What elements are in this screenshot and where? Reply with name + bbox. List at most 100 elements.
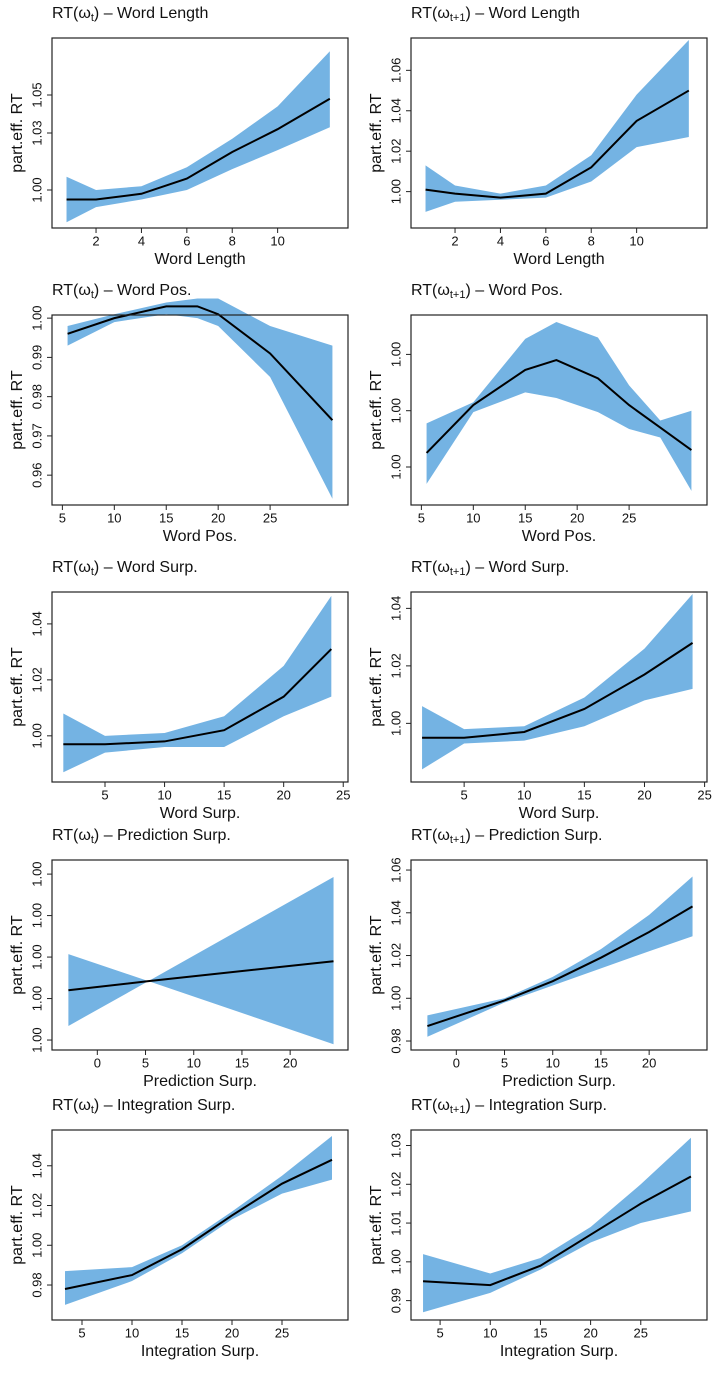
x-tick-label: 25 xyxy=(275,1325,289,1340)
panel: RT(ωt) – Word Length 2 4 6 8 10 1.00 1.03 1.05 Wo… xyxy=(9,5,349,268)
y-tick-label: 1.04 xyxy=(388,98,403,123)
y-tick-label: 0.98 xyxy=(29,384,44,409)
x-tick-label: 20 xyxy=(570,510,584,525)
x-tick-label: 10 xyxy=(186,1055,200,1070)
panel: RT(ωt) – Word Pos. 5 10 15 20 25 0.96 0.97 0.98 0… xyxy=(9,282,349,545)
plot-frame xyxy=(410,37,708,229)
confidence-band xyxy=(65,1135,332,1305)
x-tick-label: 10 xyxy=(517,787,531,802)
x-tick-label: 0 xyxy=(453,1055,460,1070)
y-tick-label: 1.00 xyxy=(29,1027,44,1052)
x-tick-label: 10 xyxy=(107,510,121,525)
confidence-band xyxy=(422,594,693,770)
x-tick-label: 25 xyxy=(697,787,711,802)
x-axis-label: Word Pos. xyxy=(522,528,596,545)
y-tick-label: 1.00 xyxy=(388,398,403,423)
title-subscript: t+1 xyxy=(450,834,466,846)
confidence-band xyxy=(427,876,693,1037)
y-tick-label: 1.02 xyxy=(29,667,44,692)
y-axis-label: part.eff. RT xyxy=(368,647,385,727)
panel-title: RT(ωt+1) – Word Length xyxy=(411,5,580,24)
x-tick-label: 20 xyxy=(283,1055,297,1070)
y-tick-label: 0.98 xyxy=(29,1272,44,1297)
y-tick-label: 1.05 xyxy=(29,82,44,107)
x-tick-label: 20 xyxy=(211,510,225,525)
title-suffix: ) – Prediction Surp. xyxy=(94,827,231,844)
y-tick-label: 1.00 xyxy=(29,723,44,748)
title-suffix: ) – Integration Surp. xyxy=(94,1097,235,1114)
panel: RT(ωt+1) – Integration Surp. 5 10 15 20 25 0.9… xyxy=(368,1097,708,1360)
title-prefix: RT(ω xyxy=(411,282,450,299)
x-tick-label: 20 xyxy=(583,1325,597,1340)
panel-title: RT(ωt) – Integration Surp. xyxy=(52,1097,235,1116)
x-tick-label: 25 xyxy=(622,510,636,525)
panel-title: RT(ωt+1) – Word Pos. xyxy=(411,282,563,301)
title-subscript: t xyxy=(91,834,94,846)
confidence-band xyxy=(423,1137,691,1313)
panel-title: RT(ωt+1) – Prediction Surp. xyxy=(411,827,602,846)
title-prefix: RT(ω xyxy=(52,5,91,22)
y-tick-label: 1.00 xyxy=(388,986,403,1011)
title-suffix: ) – Word Surp. xyxy=(94,559,198,576)
y-tick-label: 1.00 xyxy=(29,177,44,202)
y-tick-label: 1.00 xyxy=(29,903,44,928)
confidence-band xyxy=(68,877,334,1045)
x-tick-label: 15 xyxy=(533,1325,547,1340)
confidence-band xyxy=(66,51,330,223)
confidence-band xyxy=(426,322,692,491)
title-prefix: RT(ω xyxy=(411,559,450,576)
x-tick-label: 10 xyxy=(483,1325,497,1340)
x-tick-label: 20 xyxy=(225,1325,239,1340)
x-tick-label: 0 xyxy=(94,1055,101,1070)
panel: RT(ωt+1) – Word Surp. 5 10 15 20 25 1.00 1.02 1.… xyxy=(368,559,712,822)
x-axis-label: Integration Surp. xyxy=(141,1343,259,1360)
x-tick-label: 10 xyxy=(270,233,284,248)
x-tick-label: 10 xyxy=(125,1325,139,1340)
x-tick-label: 5 xyxy=(501,1055,508,1070)
y-tick-label: 1.02 xyxy=(29,1193,44,1218)
panel-title: RT(ωt+1) – Word Surp. xyxy=(411,559,569,578)
y-tick-label: 1.01 xyxy=(388,1210,403,1235)
panel-title: RT(ωt) – Prediction Surp. xyxy=(52,827,231,846)
y-tick-label: 0.99 xyxy=(29,345,44,370)
panel-title: RT(ωt) – Word Surp. xyxy=(52,559,198,578)
plot-frame xyxy=(410,314,708,506)
plot-frame xyxy=(410,1129,708,1321)
y-tick-label: 1.00 xyxy=(388,711,403,736)
x-tick-label: 5 xyxy=(461,787,468,802)
title-subscript: t+1 xyxy=(450,12,466,24)
y-tick-label: 1.00 xyxy=(29,305,44,330)
x-tick-label: 5 xyxy=(59,510,66,525)
x-tick-label: 15 xyxy=(235,1055,249,1070)
panel: RT(ωt+1) – Word Pos. 5 10 15 20 25 1.00 1.00 1.0… xyxy=(368,282,708,545)
effect-line xyxy=(67,305,334,421)
x-tick-label: 20 xyxy=(642,1055,656,1070)
panel: RT(ωt) – Integration Surp. 5 10 15 20 25 0.98 1… xyxy=(9,1097,349,1360)
x-tick-label: 25 xyxy=(634,1325,648,1340)
y-tick-label: 1.02 xyxy=(388,139,403,164)
plot-frame xyxy=(51,859,349,1051)
title-prefix: RT(ω xyxy=(52,559,91,576)
x-tick-label: 5 xyxy=(142,1055,149,1070)
y-tick-label: 1.00 xyxy=(388,454,403,479)
title-suffix: ) – Prediction Surp. xyxy=(465,827,602,844)
x-tick-label: 8 xyxy=(229,233,236,248)
x-axis-label: Word Surp. xyxy=(160,805,241,822)
y-tick-label: 1.06 xyxy=(388,857,403,882)
x-axis-label: Word Surp. xyxy=(519,805,600,822)
title-subscript: t+1 xyxy=(450,1104,466,1116)
effect-line xyxy=(427,905,694,1028)
effect-line xyxy=(422,642,694,739)
title-suffix: ) – Word Length xyxy=(465,5,579,22)
y-axis-label: part.eff. RT xyxy=(368,93,385,173)
x-axis-label: Word Pos. xyxy=(163,528,237,545)
x-axis-label: Prediction Surp. xyxy=(143,1073,257,1090)
y-tick-label: 1.00 xyxy=(29,861,44,886)
x-tick-label: 20 xyxy=(637,787,651,802)
y-axis-label: part.eff. RT xyxy=(9,93,26,173)
title-suffix: ) – Integration Surp. xyxy=(465,1097,606,1114)
x-axis-label: Word Length xyxy=(154,251,245,268)
title-subscript: t xyxy=(91,289,94,301)
y-tick-label: 1.03 xyxy=(29,120,44,145)
y-tick-label: 1.04 xyxy=(388,596,403,621)
